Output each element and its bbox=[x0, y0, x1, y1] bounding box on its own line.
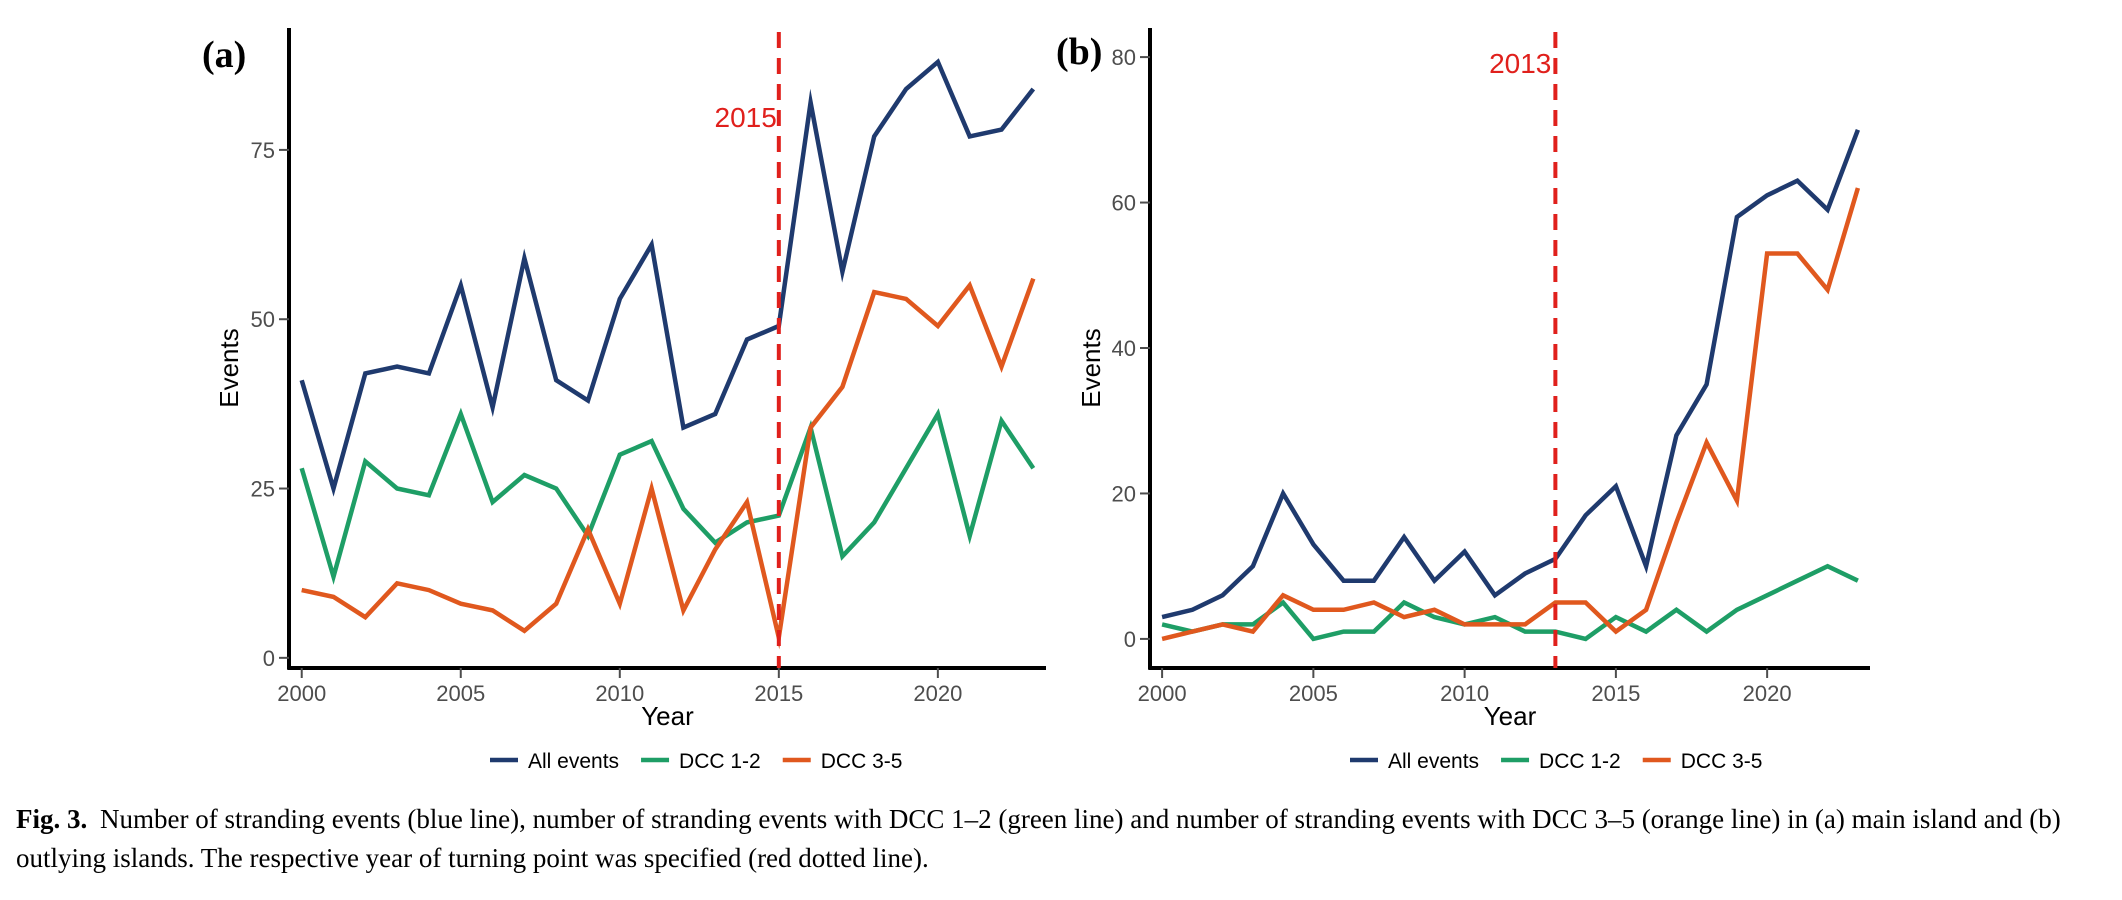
caption-label: Fig. 3. bbox=[16, 804, 88, 834]
panel-a-chart: (a) 0 25 50 75 2000 2005 2010 2015 2020 Year Events… bbox=[202, 28, 1046, 773]
panel-b-x-tick-label: 2015 bbox=[1591, 681, 1640, 706]
panel-a-legend: All events DCC 1-2 DCC 3-5 bbox=[490, 750, 902, 773]
panel-a-y-tick-label: 0 bbox=[263, 646, 275, 671]
panel-b-series-dcc-1-2 bbox=[1161, 563, 1859, 642]
panel-a-legend-label-dcc-3-5: DCC 3-5 bbox=[821, 750, 903, 773]
panel-b-turning-point-label: 2013 bbox=[1489, 48, 1551, 79]
panel-a-legend-label-all-events: All events bbox=[528, 750, 619, 773]
panel-a-label: (a) bbox=[202, 34, 246, 76]
caption-text: Number of stranding events (blue line), … bbox=[16, 804, 2061, 873]
figure-caption: Fig. 3. Number of stranding events (blue… bbox=[16, 800, 2116, 878]
panel-b-series-dcc-3-5 bbox=[1161, 187, 1861, 642]
panel-b-y-tick-label: 80 bbox=[1112, 45, 1136, 70]
panel-b-legend-label-dcc-1-2: DCC 1-2 bbox=[1539, 750, 1621, 773]
panel-b-x-axis-label: Year bbox=[1484, 701, 1537, 731]
panel-a-y-tick-label: 50 bbox=[251, 307, 275, 332]
panel-a-series-dcc-3-5 bbox=[301, 277, 1036, 650]
panel-b-x-tick-label: 2020 bbox=[1743, 681, 1792, 706]
panel-b-legend-label-dcc-3-5: DCC 3-5 bbox=[1681, 750, 1763, 773]
panel-b-x-tick-label: 2000 bbox=[1138, 681, 1187, 706]
panel-b-x-tick-label: 2010 bbox=[1440, 681, 1489, 706]
panel-b-y-tick-label: 0 bbox=[1124, 627, 1136, 652]
panel-b-y-tick-label: 20 bbox=[1112, 481, 1136, 506]
panel-b-legend-label-all-events: All events bbox=[1388, 750, 1479, 773]
panel-a-turning-point-label: 2015 bbox=[715, 102, 777, 133]
panel-a-series-dcc-1-2 bbox=[299, 407, 1036, 585]
panel-a-x-tick-label: 2005 bbox=[436, 681, 485, 706]
panel-a-x-tick-label: 2020 bbox=[913, 681, 962, 706]
panel-b-label: (b) bbox=[1056, 31, 1102, 73]
panel-a-y-axis-label: Events bbox=[214, 328, 244, 408]
panel-a-x-axis-label: Year bbox=[641, 701, 694, 731]
panel-b-legend: All events DCC 1-2 DCC 3-5 bbox=[1350, 750, 1762, 773]
panel-a-y-tick-label: 25 bbox=[251, 477, 275, 502]
panel-b-series-all-events bbox=[1161, 129, 1861, 620]
panel-a-x-tick-label: 2015 bbox=[754, 681, 803, 706]
panel-b-chart: (b) 0 20 40 60 80 2000 2005 2010 2015 2020 Year Even… bbox=[1056, 28, 1870, 773]
panel-a-x-tick-label: 2010 bbox=[595, 681, 644, 706]
panel-a-x-tick-label: 2000 bbox=[277, 681, 326, 706]
panel-b-y-tick-label: 40 bbox=[1112, 336, 1136, 361]
panel-a-series-all-events bbox=[299, 58, 1036, 497]
panel-b-y-tick-label: 60 bbox=[1112, 191, 1136, 216]
panel-a-legend-label-dcc-1-2: DCC 1-2 bbox=[679, 750, 761, 773]
panel-b-y-axis-label: Events bbox=[1076, 328, 1106, 408]
panel-b-x-tick-label: 2005 bbox=[1289, 681, 1338, 706]
panel-a-y-tick-label: 75 bbox=[251, 138, 275, 163]
